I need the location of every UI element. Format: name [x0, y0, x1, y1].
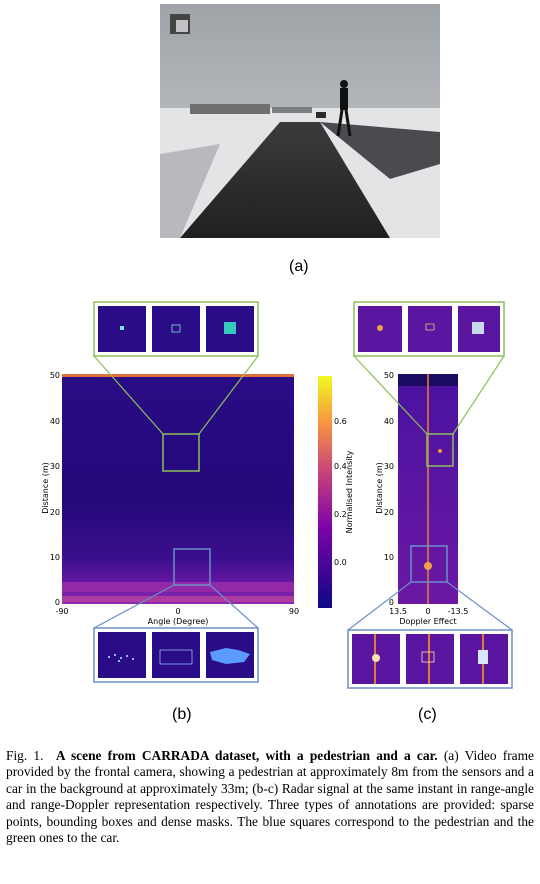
svg-text:90: 90 [289, 607, 299, 616]
svg-text:13.5: 13.5 [389, 607, 407, 616]
svg-text:40: 40 [384, 417, 394, 426]
subfigure-b-label: (b) [172, 706, 192, 723]
range-doppler-xticks: 13.5 0 -13.5 [389, 607, 468, 616]
colorbar-label: Normalised Intensity [345, 450, 354, 533]
car-annotation-callout [93, 301, 259, 357]
pedestrian-region-box [173, 548, 211, 586]
range-angle-plot: 0 10 20 30 40 50 -90 0 90 Angle (Degree)… [41, 301, 354, 683]
range-angle-ylabel: Distance (m) [41, 462, 50, 514]
car-rd-callout [353, 301, 505, 357]
svg-text:0: 0 [55, 598, 60, 607]
camera-frame-photo [160, 4, 440, 238]
car-region-box [162, 433, 200, 472]
svg-text:50: 50 [50, 371, 60, 380]
svg-text:30: 30 [384, 462, 394, 471]
range-angle-xticks: -90 0 90 [55, 607, 299, 616]
svg-text:-90: -90 [55, 607, 68, 616]
caption-bold: A scene from CARRADA dataset, with a ped… [55, 748, 438, 763]
range-angle-heatmap [62, 374, 294, 604]
car-bbox-thumb [152, 306, 200, 352]
svg-text:10: 10 [50, 553, 60, 562]
svg-text:-13.5: -13.5 [448, 607, 469, 616]
range-angle-xlabel: Angle (Degree) [148, 617, 209, 626]
svg-text:0.0: 0.0 [334, 558, 347, 567]
svg-text:0.6: 0.6 [334, 417, 347, 426]
svg-text:50: 50 [384, 371, 394, 380]
pedestrian-annotation-callout [93, 627, 259, 683]
range-doppler-plot: 0 10 20 30 40 50 13.5 0 -13.5 Doppler Ef… [347, 301, 513, 689]
pedestrian-bbox-thumb [152, 632, 200, 678]
caption-prefix: Fig. 1. [6, 748, 44, 763]
svg-text:20: 20 [384, 508, 394, 517]
figure-caption: Fig. 1. A scene from CARRADA dataset, wi… [6, 748, 534, 846]
svg-text:40: 40 [50, 417, 60, 426]
pedestrian-sparse-points-thumb [98, 632, 146, 678]
caption-text: (a) Video frame provided by the frontal … [6, 748, 534, 846]
svg-text:0.4: 0.4 [334, 462, 347, 471]
range-doppler-yticks: 0 10 20 30 40 50 [384, 371, 394, 607]
colorbar [318, 376, 332, 608]
svg-text:0: 0 [175, 607, 180, 616]
svg-text:30: 30 [50, 462, 60, 471]
subfigure-a-label: (a) [289, 258, 309, 275]
range-doppler-ylabel: Distance (m) [375, 462, 384, 514]
subfigure-c-label: (c) [418, 706, 437, 723]
svg-text:0: 0 [425, 607, 430, 616]
range-doppler-xlabel: Doppler Effect [399, 617, 456, 626]
pedestrian-rd-callout [347, 629, 513, 689]
svg-text:10: 10 [384, 553, 394, 562]
svg-text:0.2: 0.2 [334, 510, 347, 519]
svg-text:20: 20 [50, 508, 60, 517]
svg-text:0: 0 [389, 598, 394, 607]
range-angle-yticks: 0 10 20 30 40 50 [50, 371, 60, 607]
